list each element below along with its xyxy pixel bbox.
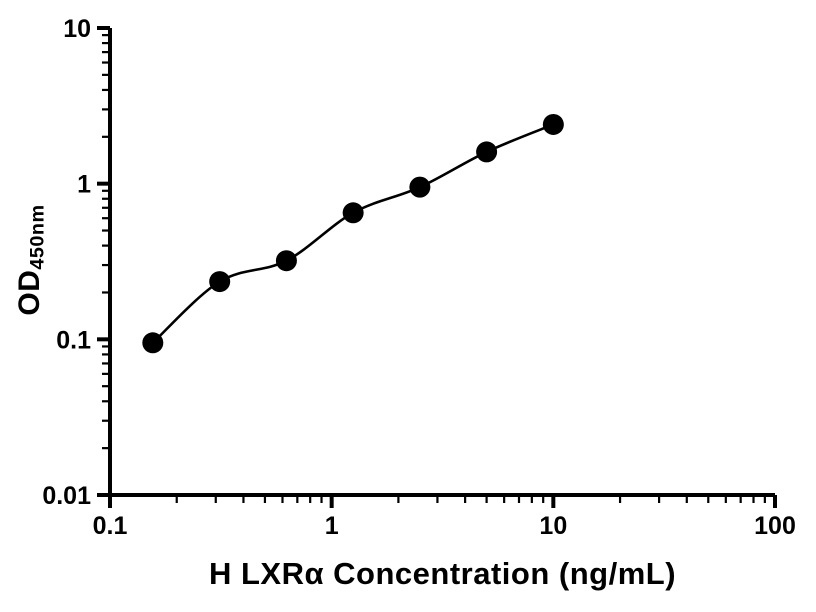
x-tick-label: 1 (325, 512, 339, 540)
y-axis-label-sub: 450nm (26, 204, 49, 270)
x-axis: 0.1 1 10 100 (93, 495, 796, 540)
x-tick-label: 100 (754, 512, 796, 540)
data-point (409, 176, 431, 198)
data-points (142, 113, 564, 354)
y-tick-label: 0.1 (56, 326, 91, 354)
data-point (275, 250, 297, 272)
x-tick-label: 10 (539, 512, 567, 540)
y-tick-label: 10 (63, 15, 91, 43)
data-point (476, 141, 498, 163)
data-point (209, 271, 231, 293)
x-tick-label: 0.1 (93, 512, 128, 540)
y-axis: 0.01 0.1 1 10 (42, 15, 110, 510)
data-point (142, 332, 164, 354)
axes-spines (108, 28, 775, 497)
y-axis-label-main: OD (13, 269, 46, 316)
y-tick-label: 1 (77, 171, 91, 199)
data-point (342, 202, 364, 224)
data-point (542, 113, 564, 135)
x-axis-label: H LXRα Concentration (ng/mL) (208, 556, 677, 591)
y-axis-label: OD450nm (8, 110, 52, 410)
y-tick-label: 0.01 (42, 482, 91, 510)
